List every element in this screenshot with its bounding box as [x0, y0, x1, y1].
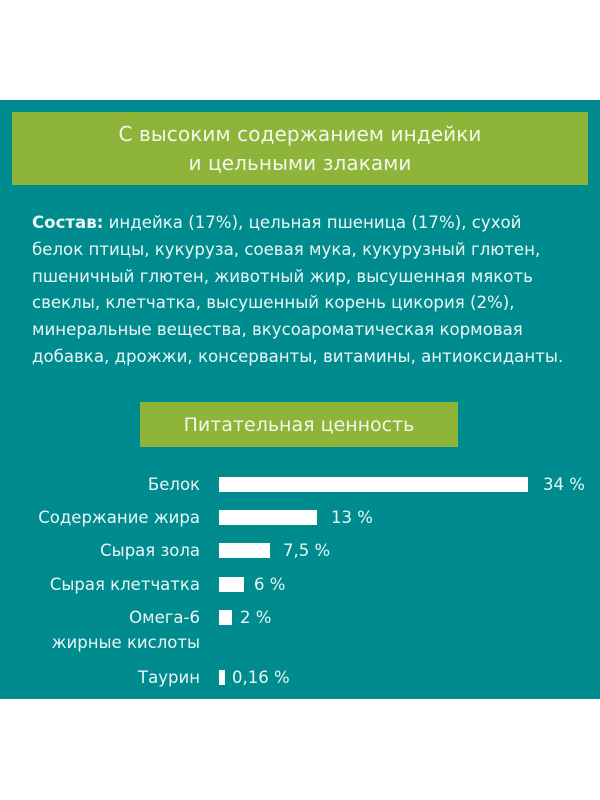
- row-value: 34 %: [543, 475, 585, 494]
- bar: [219, 477, 528, 492]
- row-value: 7,5 %: [283, 541, 331, 560]
- bar: [219, 670, 225, 685]
- composition-text: Состав: индейка (17%), цельная пшеница (…: [32, 210, 577, 371]
- composition-line-6: добавка, дрожжи, консерванты, витамины, …: [32, 346, 564, 366]
- chart-row-ash: Сырая зола 7,5 %: [0, 539, 600, 563]
- nutrition-bar-chart: Белок 34 % Содержание жира 13 % Сырая зо…: [0, 100, 600, 699]
- bar: [219, 510, 317, 525]
- composition-line-3: пшеничный глютен, животный жир, высушенн…: [32, 266, 533, 286]
- composition-label: Состав:: [32, 213, 104, 232]
- row-label: Сырая зола: [100, 541, 200, 560]
- nutrition-title: Питательная ценность: [183, 413, 415, 436]
- row-label: Белок: [147, 475, 200, 494]
- chart-row-protein: Белок 34 %: [0, 473, 600, 497]
- product-info-panel: С высоким содержанием индейки и цельными…: [0, 100, 600, 699]
- chart-row-fiber: Сырая клетчатка 6 %: [0, 573, 600, 597]
- chart-row-taurine: Таурин 0,16 %: [0, 666, 600, 690]
- row-value: 6 %: [254, 575, 286, 594]
- composition-line-2: белок птицы, кукуруза, соевая мука, куку…: [32, 239, 541, 259]
- row-value: 2 %: [240, 608, 272, 627]
- row-label: Омега-6: [129, 608, 200, 627]
- row-label: Сырая клетчатка: [49, 575, 200, 594]
- chart-row-fat: Содержание жира 13 %: [0, 506, 600, 530]
- composition-line-5: минеральные вещества, вкусоароматическая…: [32, 320, 523, 340]
- row-label: Содержание жира: [38, 508, 200, 527]
- row-label: Таурин: [138, 668, 200, 687]
- headline-line-1: С высоким содержанием индейки: [118, 121, 482, 146]
- nutrition-title-banner: Питательная ценность: [140, 402, 458, 447]
- row-label-line-2: жирные кислоты: [51, 633, 200, 652]
- bar: [219, 577, 244, 592]
- composition-line-1-text: индейка (17%), цельная пшеница (17%), су…: [103, 213, 522, 232]
- bar: [219, 543, 270, 558]
- composition-line-4: свеклы, клетчатка, высушенный корень цик…: [32, 293, 515, 313]
- row-value: 0,16 %: [232, 668, 290, 687]
- headline-banner: С высоким содержанием индейки и цельными…: [12, 112, 588, 185]
- chart-row-omega6: Омега-6 жирные кислоты 2 %: [0, 606, 600, 652]
- composition-line-1: Состав: индейка (17%), цельная пшеница (…: [32, 210, 577, 237]
- headline-line-2: и цельными злаками: [188, 150, 412, 175]
- bar: [219, 610, 232, 625]
- row-value: 13 %: [331, 508, 373, 527]
